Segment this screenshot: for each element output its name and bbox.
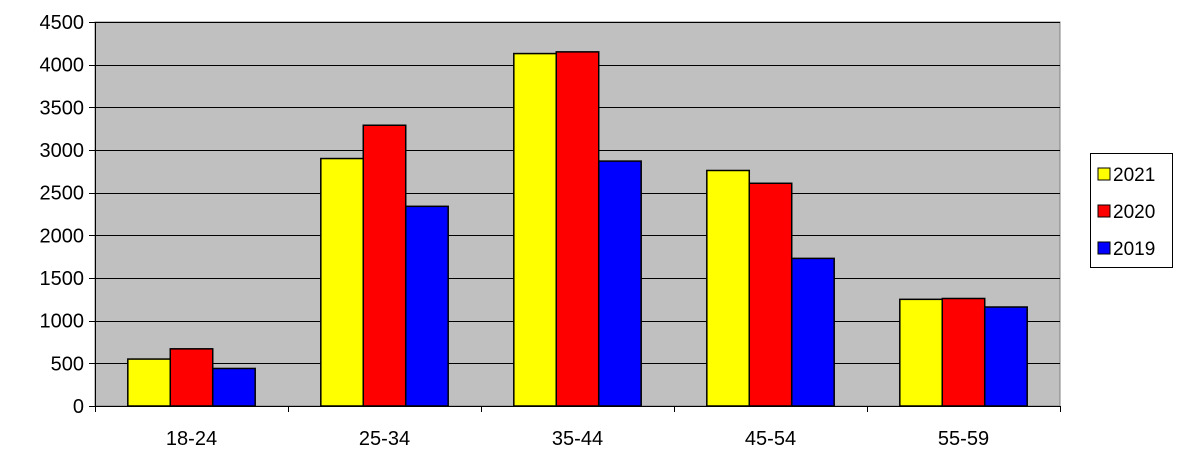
bar-2020-25-34 [362,124,407,407]
bar-2019-35-44 [597,160,642,407]
y-tick-label: 500 [51,353,84,375]
legend: 2021 2020 2019 [1090,153,1173,268]
y-tick-label: 4000 [40,55,85,77]
bar-2019-18-24 [211,367,256,407]
legend-label-2021: 2021 [1113,165,1155,186]
bar-2019-45-54 [790,257,835,407]
bar-2020-18-24 [169,348,214,407]
y-tick-label: 4500 [40,12,85,34]
y-tick-label: 2500 [40,183,85,205]
bar-2019-55-59 [983,306,1028,407]
y-tick-label: 0 [73,396,84,418]
bar-2021-25-34 [320,157,365,407]
legend-swatch-2020 [1097,204,1111,218]
bar-2021-35-44 [513,52,558,407]
bar-2020-55-59 [941,297,986,407]
axes: 0 500 1000 1500 2000 2500 3000 3500 4000 4500 18-2… [40,12,1061,450]
x-tick-label: 25-34 [359,428,410,450]
y-tick-label: 3000 [40,140,85,162]
bar-2020-35-44 [555,51,600,407]
legend-swatch-2019 [1097,241,1111,255]
bar-2021-18-24 [127,358,172,407]
y-tick-label: 2000 [40,225,85,247]
x-tick-label: 45-54 [745,428,796,450]
x-tick-label: 18-24 [166,428,217,450]
legend-label-2019: 2019 [1113,239,1155,260]
x-tick-label: 55-59 [938,428,989,450]
legend-swatch-2021 [1097,167,1111,181]
y-tick-label: 1500 [40,268,85,290]
legend-label-2020: 2020 [1113,202,1155,223]
y-tick-label: 3500 [40,97,85,119]
y-tick-label: 1000 [40,311,85,333]
bars [127,51,1028,407]
bar-2020-45-54 [748,182,793,407]
x-tick-label: 35-44 [552,428,603,450]
bar-2021-45-54 [706,169,751,407]
bar-2021-55-59 [899,298,944,407]
bar-2019-25-34 [404,205,449,407]
